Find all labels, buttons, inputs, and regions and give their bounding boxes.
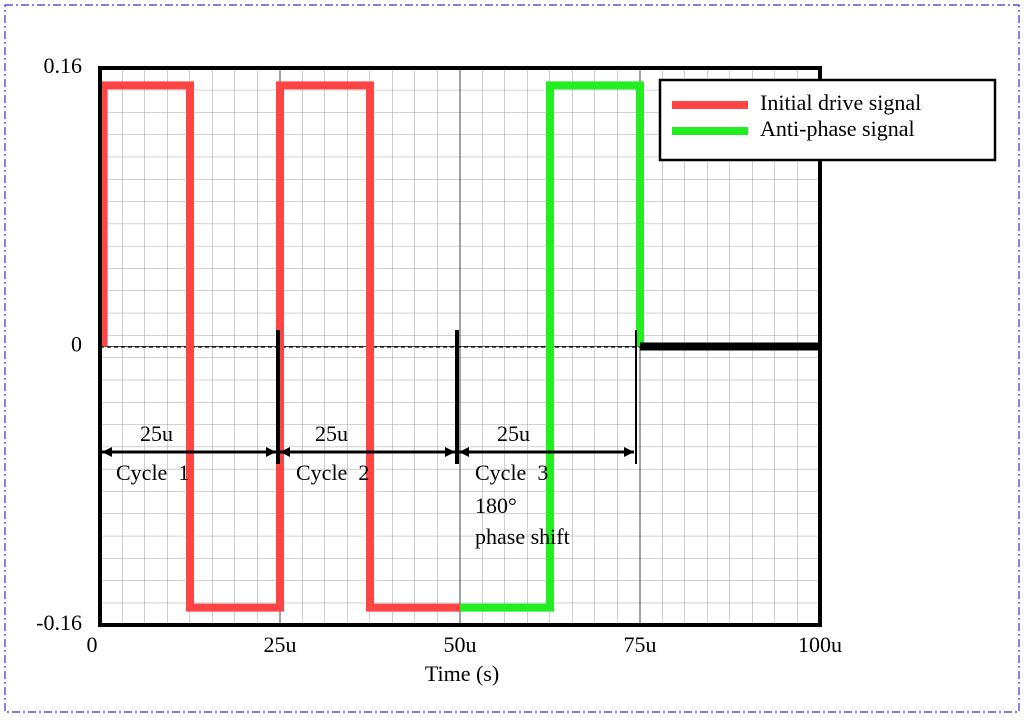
x-tick-label: 25u xyxy=(264,632,297,657)
legend-box xyxy=(658,78,997,162)
y-tick-label: 0 xyxy=(71,332,82,357)
x-tick-label: 50u xyxy=(444,632,477,657)
x-tick-label: 0 xyxy=(87,632,98,657)
plot-layer xyxy=(99,81,820,612)
annotation: Cycle 1 xyxy=(116,460,189,485)
y-tick-label: 0.16 xyxy=(44,53,83,78)
series-line xyxy=(460,81,644,612)
plot-frame xyxy=(98,66,822,627)
series-line xyxy=(99,81,460,612)
legend-label: Anti-phase signal xyxy=(760,116,915,141)
page-border xyxy=(4,4,1020,713)
x-tick-label: 75u xyxy=(624,632,657,657)
y-tick-label: -0.16 xyxy=(36,610,82,635)
annotation: 25u xyxy=(140,421,173,446)
annotation: 25u xyxy=(497,421,530,446)
annotation: 25u xyxy=(315,421,348,446)
annotation: Cycle 2 xyxy=(296,460,369,485)
legend-label: Initial drive signal xyxy=(760,90,921,115)
x-axis-title: Time (s) xyxy=(425,661,499,686)
annotation: 180° xyxy=(475,493,517,518)
annotation: phase shift xyxy=(475,524,570,549)
x-tick-label: 100u xyxy=(798,632,842,657)
annotation: Cycle 3 xyxy=(475,460,548,485)
